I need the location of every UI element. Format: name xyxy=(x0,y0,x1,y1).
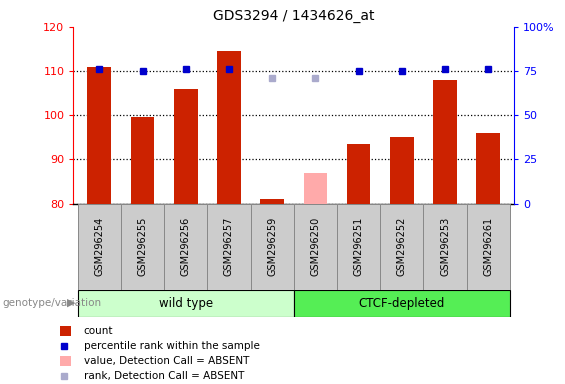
Text: wild type: wild type xyxy=(159,297,213,310)
Bar xyxy=(251,204,294,290)
Text: percentile rank within the sample: percentile rank within the sample xyxy=(84,341,260,351)
Title: GDS3294 / 1434626_at: GDS3294 / 1434626_at xyxy=(213,9,375,23)
Bar xyxy=(467,204,510,290)
Bar xyxy=(60,356,71,366)
Bar xyxy=(217,51,241,204)
Bar xyxy=(380,204,423,290)
Text: GSM296251: GSM296251 xyxy=(354,217,364,276)
Text: GSM296257: GSM296257 xyxy=(224,217,234,276)
Text: GSM296253: GSM296253 xyxy=(440,217,450,276)
Bar xyxy=(78,204,121,290)
Bar xyxy=(174,89,198,204)
Bar xyxy=(294,204,337,290)
Bar xyxy=(390,137,414,204)
Bar xyxy=(294,290,510,317)
Text: rank, Detection Call = ABSENT: rank, Detection Call = ABSENT xyxy=(84,371,244,381)
Text: GSM296259: GSM296259 xyxy=(267,217,277,276)
Text: GSM296261: GSM296261 xyxy=(483,217,493,276)
Text: ▶: ▶ xyxy=(67,298,75,308)
Text: GSM296250: GSM296250 xyxy=(310,217,320,276)
Text: GSM296252: GSM296252 xyxy=(397,217,407,276)
Text: GSM296254: GSM296254 xyxy=(94,217,105,276)
Bar xyxy=(207,204,251,290)
Bar xyxy=(164,204,207,290)
Bar xyxy=(433,80,457,204)
Text: GSM296256: GSM296256 xyxy=(181,217,191,276)
Text: GSM296255: GSM296255 xyxy=(138,217,147,276)
Bar xyxy=(88,67,111,204)
Bar xyxy=(60,326,71,336)
Bar xyxy=(423,204,467,290)
Bar xyxy=(476,133,500,204)
Text: value, Detection Call = ABSENT: value, Detection Call = ABSENT xyxy=(84,356,249,366)
Text: genotype/variation: genotype/variation xyxy=(3,298,102,308)
Bar xyxy=(347,144,371,204)
Bar xyxy=(131,118,154,204)
Bar xyxy=(337,204,380,290)
Bar xyxy=(260,199,284,204)
Bar xyxy=(121,204,164,290)
Text: count: count xyxy=(84,326,114,336)
Bar xyxy=(303,173,327,204)
Bar xyxy=(78,290,294,317)
Text: CTCF-depleted: CTCF-depleted xyxy=(359,297,445,310)
